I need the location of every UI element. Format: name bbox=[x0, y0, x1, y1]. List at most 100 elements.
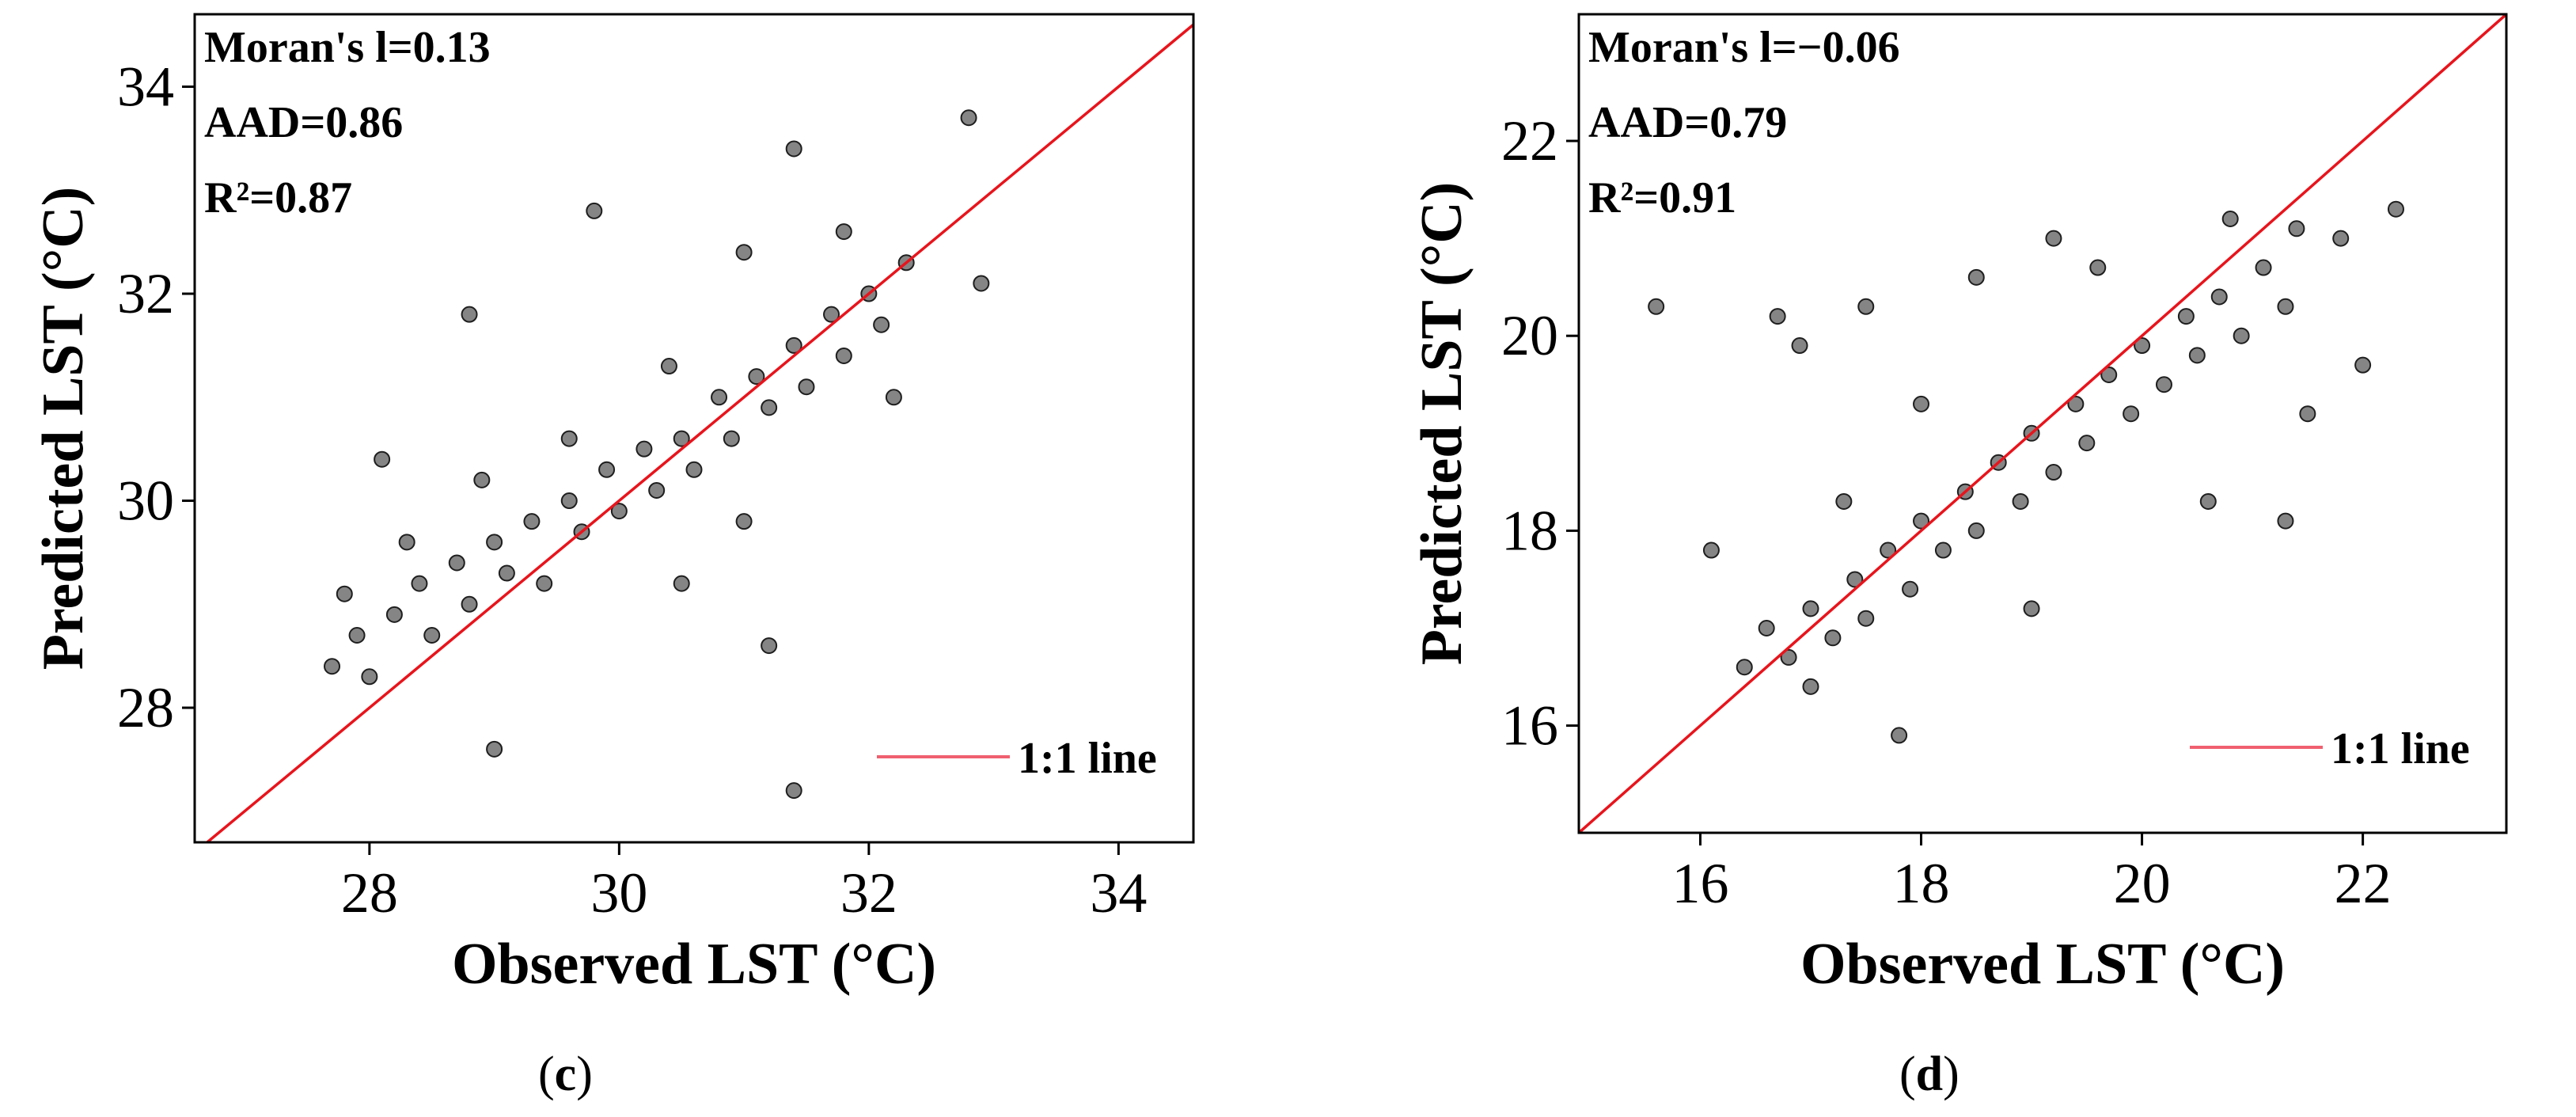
data-point bbox=[660, 358, 677, 375]
x-axis-label: Observed LST (°C) bbox=[452, 932, 936, 997]
data-point bbox=[2045, 230, 2062, 247]
data-point bbox=[2277, 512, 2294, 530]
data-point bbox=[324, 658, 341, 675]
data-point bbox=[2188, 347, 2206, 364]
data-point bbox=[673, 430, 690, 447]
data-point bbox=[1702, 541, 1720, 559]
plot-frame bbox=[193, 13, 1195, 844]
data-point bbox=[2354, 356, 2372, 374]
data-point bbox=[835, 223, 852, 241]
data-point bbox=[2045, 464, 2062, 481]
data-point bbox=[461, 595, 478, 613]
stat-annotation: R²=0.91 bbox=[1588, 173, 1736, 222]
data-point bbox=[1835, 492, 1853, 510]
caption-c-open: ( bbox=[538, 1047, 555, 1101]
data-point bbox=[473, 471, 491, 488]
x-tick-label: 30 bbox=[590, 861, 647, 925]
data-point bbox=[586, 202, 603, 219]
data-point bbox=[873, 316, 890, 333]
y-tick-label: 16 bbox=[1501, 694, 1558, 758]
data-point bbox=[1857, 610, 1875, 627]
data-point bbox=[1758, 620, 1775, 636]
data-point bbox=[385, 606, 403, 623]
caption-d-tag: d bbox=[1915, 1047, 1944, 1101]
y-tick-label: 28 bbox=[117, 676, 174, 739]
data-point bbox=[2210, 288, 2228, 306]
data-point bbox=[1880, 541, 1897, 559]
one-to-one-line bbox=[205, 22, 1193, 842]
data-point bbox=[2012, 492, 2029, 510]
data-point bbox=[2299, 405, 2316, 423]
caption-c-tag: c bbox=[554, 1047, 577, 1101]
data-point bbox=[423, 627, 441, 644]
data-point bbox=[1791, 337, 1808, 355]
data-point bbox=[885, 389, 902, 406]
stat-annotation: Moran's l=−0.06 bbox=[1588, 23, 1900, 72]
data-point bbox=[498, 564, 515, 582]
data-point bbox=[1648, 298, 1665, 315]
x-tick-label: 32 bbox=[840, 861, 897, 925]
data-point bbox=[2123, 405, 2140, 423]
x-tick-label: 18 bbox=[1893, 852, 1950, 915]
scatter-panel-d: 16 18 20 22 16 18 20 22 Observed LST (°C) Predict… bbox=[1409, 13, 2508, 997]
data-point bbox=[2255, 259, 2272, 276]
caption-d-open: ( bbox=[1899, 1047, 1916, 1101]
data-point bbox=[711, 389, 728, 406]
data-point bbox=[1857, 298, 1875, 315]
x-tick-label: 34 bbox=[1090, 861, 1147, 925]
data-point bbox=[761, 399, 778, 416]
x-tick-label: 28 bbox=[341, 861, 398, 925]
data-point bbox=[648, 481, 666, 499]
data-point bbox=[798, 378, 815, 396]
caption-c-close: ) bbox=[576, 1047, 593, 1101]
data-point bbox=[536, 575, 553, 592]
data-point bbox=[448, 554, 465, 572]
data-point bbox=[823, 306, 840, 323]
data-point bbox=[2134, 337, 2151, 355]
stat-annotation: R²=0.87 bbox=[204, 173, 352, 222]
data-point bbox=[2089, 259, 2107, 276]
data-point bbox=[1913, 512, 1930, 530]
data-point bbox=[1769, 308, 1786, 325]
y-tick-label: 34 bbox=[117, 55, 174, 119]
caption-d: (d) bbox=[1899, 1047, 1960, 1103]
data-point bbox=[610, 503, 628, 520]
data-point bbox=[1802, 678, 1819, 695]
y-tick-label: 22 bbox=[1501, 109, 1558, 173]
data-point bbox=[486, 534, 503, 551]
y-tick-label: 18 bbox=[1501, 499, 1558, 562]
y-tick-label: 32 bbox=[117, 262, 174, 325]
data-point bbox=[2100, 366, 2118, 383]
data-point bbox=[336, 585, 353, 602]
caption-d-close: ) bbox=[1943, 1047, 1960, 1101]
data-point bbox=[2221, 211, 2239, 227]
stat-annotation: AAD=0.79 bbox=[1588, 98, 1787, 147]
stat-annotation: AAD=0.86 bbox=[204, 98, 403, 147]
data-point bbox=[1913, 395, 1930, 412]
data-point bbox=[748, 368, 765, 386]
scatter-panel-c: 28 30 32 34 28 30 32 34 Observed LST (°C) Predict… bbox=[31, 13, 1195, 997]
data-point bbox=[461, 306, 478, 323]
data-point bbox=[560, 430, 578, 447]
data-point bbox=[1967, 522, 1985, 539]
legend-label: 1:1 line bbox=[2331, 724, 2470, 773]
data-point bbox=[785, 140, 802, 158]
data-point bbox=[1934, 541, 1952, 559]
y-axis-label: Predicted LST (°C) bbox=[31, 187, 96, 671]
data-point bbox=[2288, 220, 2305, 237]
data-point bbox=[785, 336, 802, 354]
caption-c: (c) bbox=[538, 1047, 593, 1103]
data-point bbox=[2277, 298, 2294, 315]
data-point bbox=[1846, 571, 1864, 588]
data-point bbox=[1902, 580, 1919, 598]
data-point bbox=[973, 275, 990, 292]
data-point bbox=[398, 534, 415, 551]
data-point bbox=[560, 492, 578, 510]
data-point bbox=[348, 627, 366, 644]
stat-annotation: Moran's l=0.13 bbox=[204, 23, 491, 72]
data-point bbox=[685, 461, 703, 478]
legend-label: 1:1 line bbox=[1018, 734, 1157, 783]
x-tick-label: 22 bbox=[2335, 852, 2392, 915]
data-point bbox=[2078, 435, 2096, 452]
